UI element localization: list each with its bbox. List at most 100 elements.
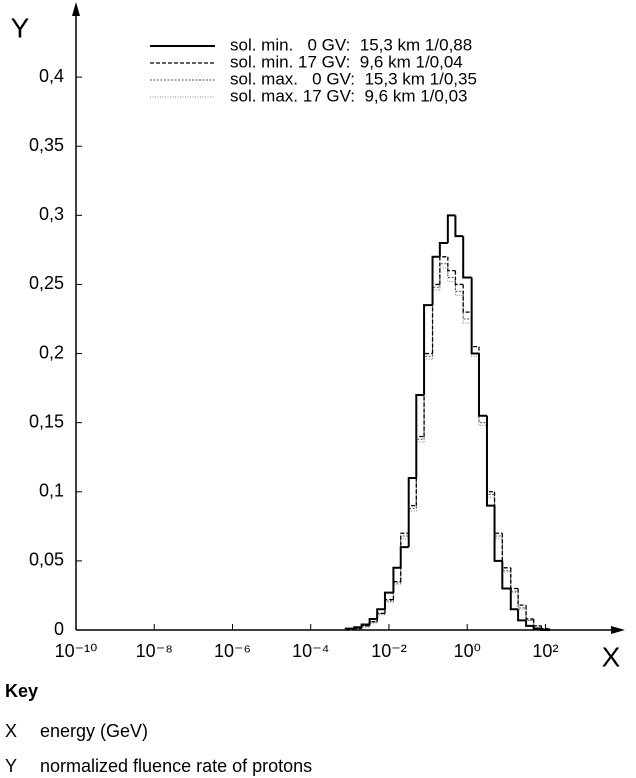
histogram-step [415,438,425,509]
histogram-step [493,505,503,562]
histogram-step [510,567,519,590]
histogram-step [415,435,425,506]
histogram-step [392,580,401,600]
y-tick-label: 0,4 [39,66,64,86]
histogram-step [462,284,472,313]
histogram-step [423,358,433,443]
histogram-step [494,494,503,537]
histogram-step [423,352,433,437]
histogram-step [501,533,511,569]
histogram-step [501,538,511,573]
histogram-step [423,304,433,396]
histogram-step [485,415,495,507]
histogram-step [432,286,440,357]
histogram-step [517,588,527,606]
histogram-step [471,323,479,357]
y-axis-label: Y [11,12,30,43]
histogram-step [540,625,551,630]
histogram-step [438,241,448,257]
histogram-step [408,507,417,537]
y-axis-arrow [72,2,80,16]
histogram-step [471,319,479,355]
histogram-step [439,256,448,285]
histogram-step [353,626,362,629]
histogram-step [517,609,527,622]
histogram-step [510,571,519,594]
histogram-step [415,441,425,512]
y-tick-label: 0,1 [39,481,64,501]
histogram-step [399,546,409,568]
histogram-step [407,476,417,548]
histogram-step [368,617,378,625]
x-axis-label: X [602,641,621,672]
histogram-step [415,394,425,478]
x-tick-label: 10⁻¹⁰ [55,641,98,661]
histogram-step [376,608,385,619]
histogram-step [400,535,409,584]
histogram-step [486,425,495,498]
histogram-step [376,614,385,624]
histogram-step [462,295,472,324]
y-tick-label: 0,15 [29,411,64,431]
histogram-step [369,622,378,628]
key-symbol: X [5,721,17,741]
histogram-step [408,504,417,534]
histogram-step [384,598,394,614]
histogram-step [462,291,472,320]
histogram-step [470,277,479,355]
histogram-step [360,623,370,628]
key-symbol: Y [5,756,17,776]
y-tick-label: 0,3 [39,204,64,224]
histogram-step [353,627,362,630]
histogram-step [447,263,456,279]
y-tick-label: 0,05 [29,550,64,570]
histogram-step [525,620,534,627]
histogram-step [501,536,511,572]
histogram-step [439,267,448,290]
histogram-step [376,612,385,622]
histogram-step [517,592,527,610]
histogram-step [471,312,479,348]
histogram-step [478,353,487,424]
histogram-step [392,582,401,601]
histogram-step [392,566,401,593]
legend-label: sol. max. 0 GV: 15,3 km 1/0,35 [230,69,477,88]
x-tick-label: 10⁰ [454,641,481,661]
histogram-step [540,628,550,631]
histogram-step [446,214,456,243]
histogram-step [486,415,495,493]
histogram-step [344,627,355,630]
histogram-step [533,620,542,627]
histogram-step [400,538,409,585]
histogram-step [384,600,394,614]
histogram-step [454,215,464,238]
histogram-step [447,267,456,283]
histogram-step [383,591,394,610]
histogram-step [532,625,542,630]
histogram-step [486,422,495,496]
x-tick-label: 10⁻⁴ [292,641,329,661]
histogram-step [392,583,401,603]
histogram-step [454,277,464,292]
histogram-step [477,353,487,417]
histogram-step [501,560,511,590]
histogram-step [423,355,433,440]
key-text: normalized fluence rate of protons [40,756,312,776]
legend-label: sol. max. 17 GV: 9,6 km 1/0,03 [230,86,467,105]
y-tick-label: 0,35 [29,135,64,155]
histogram-step [368,621,378,626]
histogram-step [533,618,542,627]
histogram-step [432,289,440,360]
histogram-step [376,612,385,622]
x-tick-label: 10⁻⁶ [214,641,251,661]
histogram-step [400,532,409,582]
x-tick-label: 10² [532,641,558,661]
y-tick-label: 0,25 [29,273,64,293]
histogram-step [493,491,503,534]
histogram-step [478,346,487,417]
histogram-step [525,605,534,620]
x-tick-label: 10⁻² [371,641,407,661]
y-tick-label: 0 [54,619,64,639]
histogram-step [510,570,519,592]
